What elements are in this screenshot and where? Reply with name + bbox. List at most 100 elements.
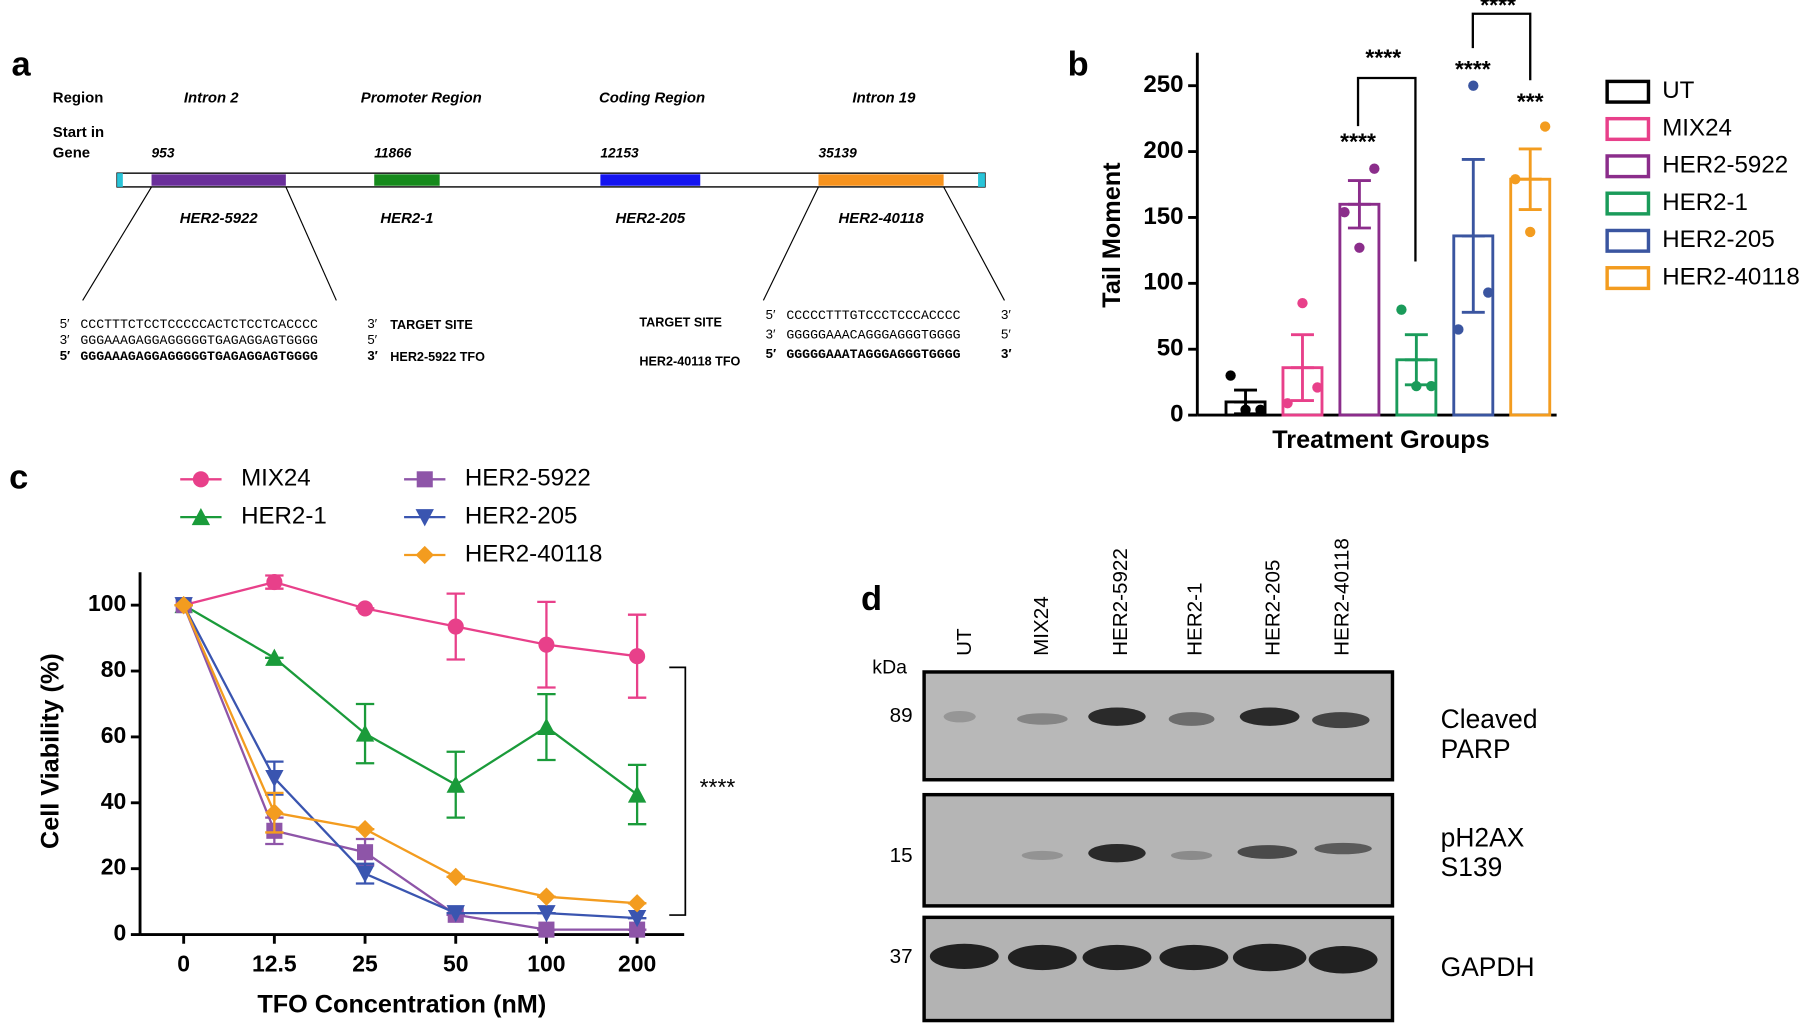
- seq-label: TARGET SITE: [390, 318, 472, 332]
- marker: [629, 648, 646, 665]
- legend-label: HER2-1: [1662, 189, 1748, 216]
- lane-label: HER2-1: [1184, 583, 1207, 656]
- y-tick-label: 80: [101, 656, 127, 682]
- y-tick-label: 0: [1170, 400, 1183, 427]
- data-point: [1411, 380, 1422, 392]
- data-point: [1396, 304, 1407, 315]
- band: [1314, 842, 1372, 855]
- x-tick-label: 12.5: [252, 951, 297, 977]
- band: [1168, 712, 1215, 726]
- significance: ****: [1340, 128, 1376, 154]
- data-point: [1468, 80, 1479, 91]
- y-tick-label: 60: [101, 722, 127, 748]
- marker: [446, 867, 465, 887]
- sequence: CCCCCTTTGTCCCTCCCACCCC: [786, 308, 960, 323]
- seq-label: HER2-5922 TFO: [390, 350, 485, 364]
- y-tick-label: 40: [101, 788, 127, 814]
- legend-swatch: [1605, 228, 1651, 253]
- kda-label: 37: [890, 945, 913, 968]
- y-tick-label: 100: [88, 590, 126, 616]
- significance: ****: [1480, 0, 1516, 18]
- marker: [265, 770, 284, 788]
- region-start: 953: [152, 145, 175, 160]
- legend-label: HER2-5922: [465, 465, 591, 492]
- legend-label: HER2-205: [465, 503, 577, 530]
- sequence: GGGAAAGAGGAGGGGGTGAGAGGAGTGGGG: [80, 333, 318, 348]
- x-tick-label: 200: [618, 951, 656, 977]
- region-name: Intron 19: [852, 91, 916, 107]
- seq-label: HER2-40118 TFO: [639, 355, 740, 369]
- data-point: [1539, 121, 1551, 132]
- data-point: [1525, 226, 1536, 238]
- y-axis-title: Cell Viability (%): [36, 653, 64, 849]
- legend-label: HER2-40118: [465, 540, 602, 567]
- blot-frame: [922, 792, 1395, 908]
- data-point: [1312, 382, 1323, 393]
- region-start: 11866: [374, 145, 412, 160]
- seq-end: 5′: [766, 346, 777, 361]
- region-segment: [151, 174, 286, 186]
- marker: [446, 905, 465, 923]
- band: [1017, 713, 1068, 725]
- y-tick-label: 100: [1143, 269, 1183, 296]
- x-axis-title: TFO Concentration (nM): [257, 990, 546, 1018]
- marker: [266, 574, 283, 591]
- band: [1239, 707, 1300, 726]
- tfo-name: HER2-205: [615, 211, 685, 227]
- marker: [357, 600, 374, 617]
- seq-end: 3′: [1001, 346, 1012, 361]
- series-line: [183, 580, 638, 658]
- gene-end: [978, 173, 985, 187]
- band: [1088, 707, 1146, 726]
- marker: [415, 545, 434, 565]
- panel-label: a: [11, 46, 31, 84]
- panel-label: d: [861, 580, 882, 618]
- marker: [537, 717, 556, 736]
- start-header: Gene: [53, 146, 90, 162]
- lane-label: HER2-205: [1262, 560, 1285, 656]
- band: [1232, 943, 1307, 972]
- seq-end: 3′: [367, 316, 377, 331]
- gene-end: [117, 173, 123, 187]
- region-start: 35139: [818, 145, 857, 160]
- seq-end: 5′: [60, 348, 71, 363]
- data-point: [1282, 398, 1293, 409]
- zoom-line: [82, 186, 153, 301]
- marker: [355, 865, 375, 883]
- data-point: [1354, 242, 1365, 253]
- zoom-line: [762, 186, 820, 301]
- zoom-line: [285, 186, 337, 301]
- band: [1312, 712, 1370, 729]
- data-point: [1483, 287, 1494, 298]
- band: [1088, 843, 1146, 863]
- legend-label: HER2-5922: [1662, 152, 1788, 179]
- data-point: [1453, 324, 1464, 335]
- region-header: Region: [53, 91, 104, 107]
- y-tick-label: 200: [1143, 137, 1183, 164]
- data-point: [1339, 207, 1350, 218]
- blot-frame: [922, 670, 1395, 782]
- marker: [357, 844, 374, 861]
- x-axis-title: Treatment Groups: [1272, 426, 1489, 454]
- bracket: [1356, 76, 1417, 262]
- sequence: CCCTTTCTCCTCCCCCACTCTCCTCACCCC: [80, 317, 318, 332]
- region-name: Intron 2: [184, 91, 239, 107]
- marker: [537, 905, 556, 923]
- band: [1237, 845, 1298, 859]
- data-point: [1240, 404, 1251, 415]
- band: [1159, 944, 1229, 971]
- legend-label: HER2-205: [1662, 226, 1774, 253]
- marker: [627, 785, 647, 803]
- lane-label: MIX24: [1030, 596, 1053, 656]
- y-tick-label: 0: [114, 920, 127, 946]
- marker: [446, 775, 465, 793]
- band: [1007, 944, 1077, 971]
- row-label: GAPDH: [1441, 952, 1535, 982]
- data-point: [1426, 380, 1437, 392]
- lane-label: UT: [953, 628, 976, 656]
- series-line: [182, 604, 638, 920]
- seq-end: 5′: [766, 307, 776, 322]
- data-point: [1255, 404, 1266, 415]
- blot-bands: [929, 707, 1378, 974]
